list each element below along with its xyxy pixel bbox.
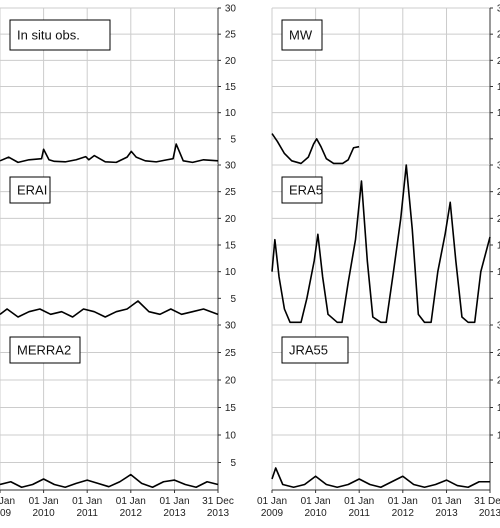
y-tick-label: 15 [497, 241, 500, 252]
panel-mw: 51015202530MW [271, 4, 500, 166]
series-line [0, 300, 219, 318]
x-tick-label: 2013 [207, 508, 230, 519]
series-line [0, 143, 219, 164]
panel-in-situ-obs: 5 10 15 20 25 30 In situ obs. [0, 4, 236, 166]
panel-erai: 5 10 15 20 25 30 ERAI [0, 161, 236, 326]
y-tick-label: 30 [497, 4, 500, 15]
y-tick-label: 20 [497, 214, 500, 225]
y-tick-label: 15 [225, 403, 237, 414]
x-tick-label: 01 Jan [432, 496, 462, 507]
y-tick-label: 30 [225, 4, 237, 15]
y-tick-label: 10 [497, 108, 500, 119]
y-tick-label: 5 [230, 458, 236, 469]
y-tick-label: 15 [497, 403, 500, 414]
panel-label-box [9, 336, 81, 364]
y-tick-label: 25 [497, 30, 500, 41]
x-tick-label: 2010 [32, 508, 55, 519]
x-tick-label: 2012 [120, 508, 143, 519]
y-tick-label: 20 [225, 56, 237, 67]
panel-label: In situ obs. [17, 28, 80, 43]
x-tick-label: 01 Jan [0, 496, 15, 507]
x-tick-label: 2011 [76, 508, 98, 519]
panel-label: ERA5 [289, 183, 323, 198]
y-tick-label: 30 [497, 321, 500, 332]
x-tick-label: 2010 [304, 508, 327, 519]
series-line [271, 467, 490, 489]
y-tick-label: 25 [497, 187, 500, 198]
x-tick-label: 2012 [392, 508, 415, 519]
x-tick-label: 2009 [0, 508, 12, 519]
y-tick-label: 10 [225, 267, 237, 278]
panel-label-box [281, 336, 349, 364]
y-tick-label: 10 [225, 431, 237, 442]
y-tick-label: 25 [497, 348, 500, 359]
y-tick-label: 15 [225, 82, 237, 93]
panel-label-box [281, 19, 323, 51]
x-tick-label: 31 Dec [202, 496, 234, 507]
x-tick-label: 2011 [348, 508, 370, 519]
y-tick-label: 20 [225, 214, 237, 225]
y-tick-label: 25 [225, 30, 237, 41]
panel-label-box [281, 176, 323, 204]
y-tick-label: 20 [497, 56, 500, 67]
panel-era5: 51015202530ERA5 [271, 161, 500, 326]
panel-label-box [9, 19, 111, 51]
x-tick-label: 01 Jan [344, 496, 374, 507]
y-tick-label: 25 [225, 348, 237, 359]
x-tick-label: 01 Jan [301, 496, 331, 507]
y-tick-label: 20 [497, 376, 500, 387]
x-tick-label: 01 Jan [29, 496, 59, 507]
y-tick-label: 15 [225, 241, 237, 252]
x-tick-label: 01 Jan [388, 496, 418, 507]
panel-label-box [9, 176, 51, 204]
y-tick-label: 10 [225, 108, 237, 119]
y-tick-label: 20 [225, 376, 237, 387]
y-tick-label: 30 [225, 161, 237, 172]
y-tick-label: 15 [497, 82, 500, 93]
panel-label: ERAI [17, 183, 47, 198]
x-tick-label: 01 Jan [160, 496, 190, 507]
y-tick-label: 10 [497, 267, 500, 278]
y-tick-label: 30 [497, 161, 500, 172]
series-line [271, 133, 360, 165]
series-line [271, 164, 491, 324]
series-line [0, 473, 219, 489]
x-tick-label: 2013 [163, 508, 186, 519]
x-tick-label: 01 Jan [116, 496, 146, 507]
panel-label: MW [289, 28, 313, 43]
y-tick-label: 30 [225, 321, 237, 332]
x-tick-label: 2009 [261, 508, 284, 519]
x-tick-label: 2013 [435, 508, 458, 519]
panel-label: MERRA2 [17, 343, 71, 358]
y-tick-label: 5 [230, 294, 236, 305]
x-tick-label: 31 Dec [474, 496, 500, 507]
x-tick-label: 2013 [479, 508, 500, 519]
x-tick-label: 01 Jan [72, 496, 102, 507]
y-tick-label: 25 [225, 187, 237, 198]
x-tick-label: 01 Jan [257, 496, 287, 507]
y-tick-label: 5 [230, 134, 236, 145]
panel-label: JRA55 [289, 343, 328, 358]
y-tick-label: 10 [497, 431, 500, 442]
